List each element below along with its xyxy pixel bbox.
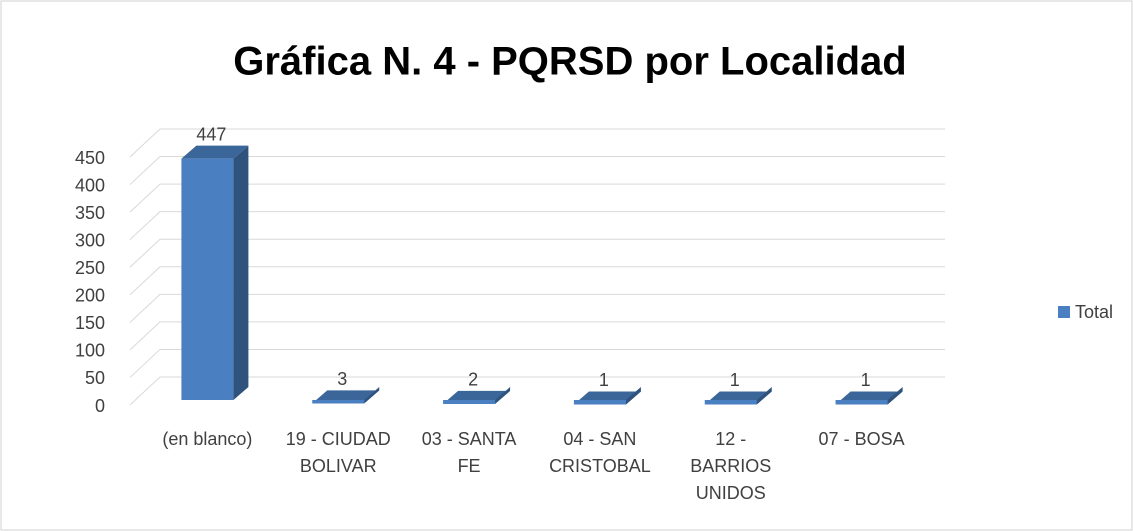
data-label: 3 bbox=[337, 369, 347, 389]
bar-side bbox=[625, 387, 641, 405]
y-tick-label: 0 bbox=[95, 396, 105, 416]
bar bbox=[573, 387, 641, 405]
x-tick-label: 12 -BARRIOS UNIDOS bbox=[690, 429, 771, 503]
grid-line bbox=[129, 266, 945, 296]
x-tick-label: 03 - SANTA FE bbox=[422, 429, 517, 476]
y-tick-label: 200 bbox=[75, 286, 105, 306]
legend-swatch bbox=[1058, 306, 1070, 318]
bar-front bbox=[704, 400, 757, 405]
y-tick-label: 400 bbox=[75, 175, 105, 195]
bar-side bbox=[495, 387, 511, 404]
data-label: 1 bbox=[730, 370, 740, 390]
y-tick-label: 450 bbox=[75, 148, 105, 168]
data-label: 1 bbox=[599, 370, 609, 390]
grid-line bbox=[129, 376, 945, 406]
bar bbox=[181, 145, 249, 400]
bar-side bbox=[364, 387, 380, 404]
bar-front bbox=[443, 400, 496, 404]
x-tick-label: 07 - BOSA bbox=[819, 429, 905, 449]
bar bbox=[443, 387, 511, 404]
grid-line bbox=[129, 348, 945, 378]
bar-side bbox=[756, 387, 772, 405]
bar bbox=[312, 387, 380, 404]
grid-line bbox=[129, 128, 945, 158]
bar bbox=[704, 387, 772, 405]
data-label: 1 bbox=[861, 370, 871, 390]
y-tick-label: 150 bbox=[75, 313, 105, 333]
bar-side bbox=[233, 145, 249, 400]
grid-line bbox=[129, 211, 945, 241]
bar bbox=[835, 387, 903, 405]
x-tick-label: 19 - CIUDAD BOLIVAR bbox=[286, 429, 391, 476]
bar-top bbox=[181, 145, 249, 159]
data-label: 2 bbox=[468, 370, 478, 390]
grid-line bbox=[129, 293, 945, 323]
x-tick-label: (en blanco) bbox=[162, 429, 252, 449]
bar-front bbox=[312, 400, 365, 404]
y-tick-label: 100 bbox=[75, 341, 105, 361]
y-tick-label: 250 bbox=[75, 258, 105, 278]
y-tick-label: 300 bbox=[75, 230, 105, 250]
bar-side bbox=[887, 387, 903, 405]
y-tick-label: 350 bbox=[75, 203, 105, 223]
grid-line bbox=[129, 183, 945, 213]
bar-front bbox=[181, 158, 234, 400]
chart-title: Gráfica N. 4 - PQRSD por Localidad bbox=[233, 40, 906, 84]
bar-front bbox=[573, 400, 626, 405]
data-label: 447 bbox=[196, 124, 226, 144]
legend-label: Total bbox=[1075, 302, 1113, 322]
y-tick-label: 50 bbox=[85, 368, 105, 388]
bar-front bbox=[835, 400, 888, 405]
grid-line bbox=[129, 321, 945, 351]
grid-line bbox=[129, 156, 945, 185]
grid-line bbox=[129, 238, 945, 268]
x-tick-label: 04 - SAN CRISTOBAL bbox=[549, 429, 651, 476]
